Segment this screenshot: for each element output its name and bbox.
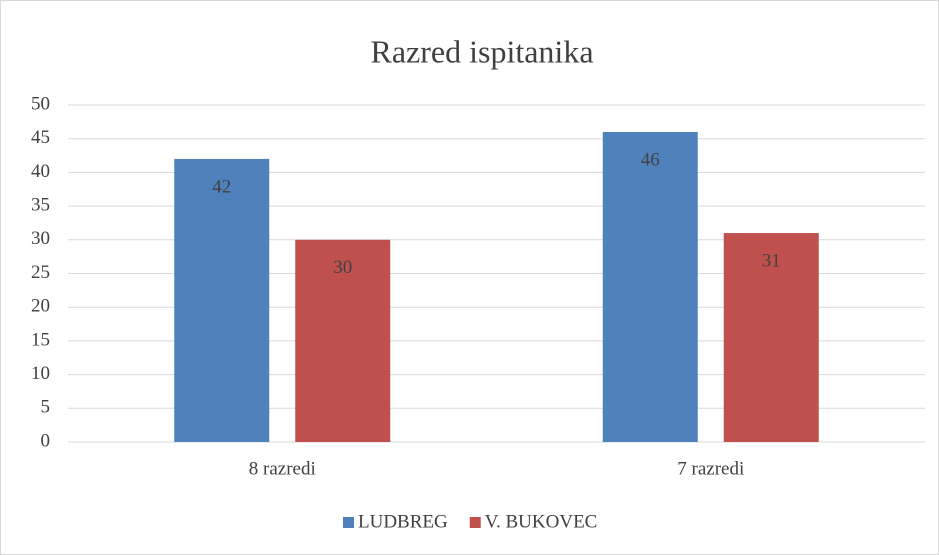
x-tick-label: 7 razredi — [677, 458, 744, 479]
y-tick-label: 0 — [41, 430, 51, 451]
bar — [295, 239, 391, 442]
bar — [723, 233, 819, 442]
data-label: 46 — [641, 149, 660, 170]
bar — [602, 131, 698, 442]
data-label: 30 — [333, 257, 352, 278]
legend-label: V. BUKOVEC — [485, 511, 598, 532]
y-tick-label: 45 — [31, 127, 50, 148]
legend-swatch — [343, 517, 354, 528]
y-tick-label: 30 — [31, 228, 50, 249]
bar — [174, 158, 270, 443]
y-tick-label: 20 — [31, 296, 50, 317]
y-tick-label: 5 — [41, 397, 51, 418]
legend-swatch — [469, 517, 481, 528]
legend-label: LUDBREG — [358, 511, 448, 532]
y-tick-label: 35 — [31, 194, 50, 215]
y-tick-label: 10 — [31, 363, 50, 384]
y-tick-label: 50 — [31, 93, 50, 114]
y-tick-label: 25 — [31, 262, 50, 283]
y-tick-label: 40 — [31, 161, 50, 182]
x-tick-label: 8 razredi — [249, 458, 316, 479]
chart-title: Razred ispitanika — [370, 33, 593, 69]
data-label: 42 — [212, 176, 231, 197]
data-label: 31 — [762, 250, 781, 271]
y-tick-label: 15 — [31, 329, 50, 350]
